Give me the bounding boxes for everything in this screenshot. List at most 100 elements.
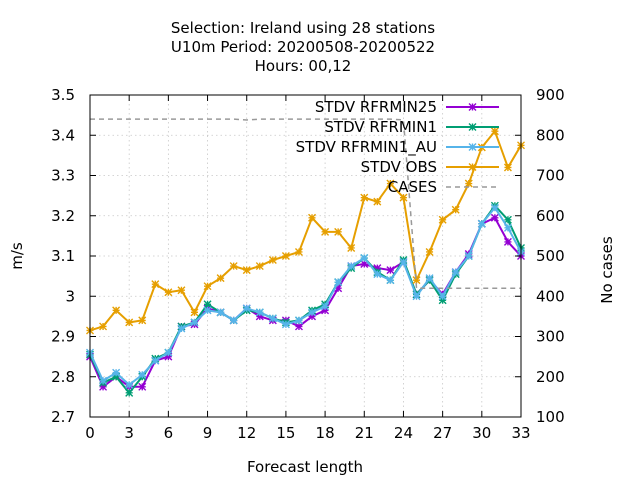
data-point <box>294 316 303 325</box>
data-point <box>412 292 421 301</box>
x-tick-label: 30 <box>472 424 491 442</box>
data-point <box>373 264 382 273</box>
data-point <box>451 268 460 277</box>
data-point <box>360 193 369 202</box>
data-point <box>203 306 212 315</box>
y2-tick-label: 700 <box>536 167 565 185</box>
legend-marker <box>468 163 477 171</box>
chart-title: Selection: Ireland using 28 stations U10… <box>171 19 435 75</box>
series-line <box>90 118 521 289</box>
data-point <box>360 260 369 269</box>
y2-tick-label: 600 <box>536 207 565 225</box>
data-point <box>321 306 330 315</box>
data-point <box>399 193 408 202</box>
series-stdv-rfrmin1-au <box>86 203 525 389</box>
data-point <box>112 368 121 377</box>
data-point <box>503 163 512 172</box>
data-point <box>216 308 225 317</box>
y2-tick-label: 400 <box>536 287 565 305</box>
x-tick-label: 24 <box>394 424 413 442</box>
data-point <box>321 227 330 236</box>
data-point <box>177 324 186 333</box>
data-point <box>334 227 343 236</box>
data-point <box>360 254 369 263</box>
data-point <box>190 308 199 317</box>
x-tick-label: 15 <box>276 424 295 442</box>
data-point <box>112 306 121 315</box>
data-point <box>99 376 108 385</box>
data-point <box>412 276 421 285</box>
x-tick-label: 27 <box>433 424 452 442</box>
y-tick-label: 3.5 <box>51 86 75 104</box>
data-point <box>503 215 512 224</box>
data-point <box>503 237 512 246</box>
data-point <box>321 302 330 311</box>
data-point <box>125 380 134 389</box>
data-point <box>425 247 434 256</box>
data-point <box>438 296 447 305</box>
plot-area <box>86 118 525 397</box>
y-tick-label: 2.7 <box>51 408 75 426</box>
data-point <box>164 348 173 357</box>
x-tick-label: 6 <box>164 424 174 442</box>
data-point <box>386 266 395 275</box>
data-point <box>242 304 251 313</box>
series-cases <box>90 118 521 289</box>
data-point <box>229 316 238 325</box>
y2-tick-label: 500 <box>536 247 565 265</box>
x-axis-label: Forecast length <box>247 458 363 476</box>
y2-tick-label: 200 <box>536 368 565 386</box>
data-point <box>99 382 108 391</box>
data-point <box>268 256 277 265</box>
data-point <box>386 276 395 285</box>
data-point <box>255 262 264 271</box>
y-tick-label: 2.9 <box>51 328 75 346</box>
legend: STDV RFRMIN25 STDV RFRMIN1 STDV RFRMIN1_AU… <box>296 98 499 196</box>
data-point <box>464 252 473 260</box>
data-point <box>177 286 186 295</box>
data-point <box>425 274 434 283</box>
data-point <box>229 262 238 271</box>
data-point <box>334 278 343 287</box>
data-point <box>308 308 317 317</box>
y-tick-label: 3.4 <box>51 126 75 144</box>
data-point <box>138 382 147 391</box>
data-point <box>255 308 264 317</box>
y2-axis-label: No cases <box>598 236 616 304</box>
data-point <box>203 300 212 309</box>
data-point <box>138 316 147 325</box>
legend-label: STDV RFRMIN25 <box>315 98 437 116</box>
data-point <box>490 203 499 212</box>
y-tick-label: 3.1 <box>51 247 75 265</box>
data-point <box>373 270 382 279</box>
data-point <box>347 262 356 271</box>
data-point <box>438 215 447 224</box>
legend-label: STDV RFRMIN1 <box>324 118 437 136</box>
x-tick-label: 18 <box>316 424 335 442</box>
data-point <box>438 292 447 301</box>
data-point <box>125 388 134 397</box>
axes: 0 3 6 9 12 15 18 21 24 27 30 33 2.7 2.8 2.9 3 3.1 3.2 3.3 3… <box>51 86 565 442</box>
data-point <box>268 314 277 323</box>
legend-marker <box>468 123 477 131</box>
data-point <box>151 356 160 365</box>
y-tick-label: 3.3 <box>51 167 75 185</box>
data-point <box>503 223 512 232</box>
data-point <box>490 127 499 136</box>
data-point <box>373 197 382 206</box>
y2-tick-label: 800 <box>536 126 565 144</box>
data-point <box>308 312 317 321</box>
data-point <box>281 320 290 329</box>
data-point <box>334 284 343 293</box>
data-point <box>386 179 395 188</box>
y-tick-label: 2.8 <box>51 368 75 386</box>
chart-title-line-3: Hours: 00,12 <box>255 57 352 75</box>
x-tick-label: 9 <box>203 424 213 442</box>
data-point <box>190 318 199 327</box>
y2-tick-label: 300 <box>536 328 565 346</box>
legend-marker <box>468 143 477 151</box>
x-tick-label: 12 <box>237 424 256 442</box>
data-point <box>125 318 134 327</box>
data-point <box>294 247 303 256</box>
